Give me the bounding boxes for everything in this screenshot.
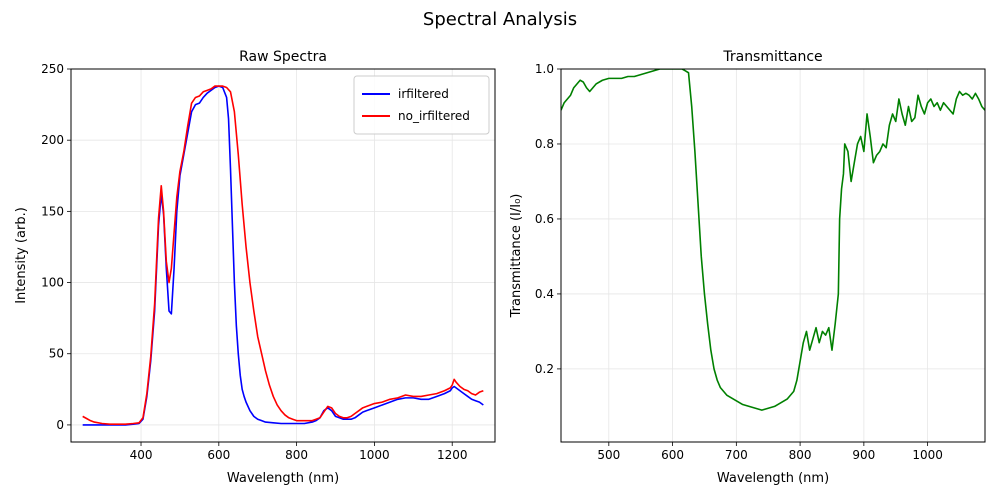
x-tick-label: 600 [661, 448, 684, 462]
series-line-series-1 [561, 69, 985, 411]
x-tick-label: 1200 [437, 448, 468, 462]
subplot-1: 400 600 800 1000 1200 0 50 100 150 200 250 Raw Spec… [14, 49, 496, 486]
x-tick-label: 800 [789, 448, 812, 462]
y-tick-label: 0.6 [535, 212, 554, 226]
x-tick-label: 900 [852, 448, 875, 462]
x-tick-label: 600 [207, 448, 230, 462]
y-tick-label: 150 [41, 204, 64, 218]
x-tick-label: 400 [130, 448, 153, 462]
x-tick-label: 1000 [912, 448, 943, 462]
y-tick-label: 0.4 [535, 287, 554, 301]
axes-frame [560, 68, 986, 443]
x-tick-label: 800 [285, 448, 308, 462]
y-tick-label: 0.8 [535, 137, 554, 151]
subplot-title: Raw Spectra [239, 49, 327, 65]
subplots: 400 600 800 1000 1200 0 50 100 150 200 250 Raw Spec… [14, 49, 986, 486]
y-tick-label: 0 [56, 418, 64, 432]
y-tick-label: 100 [41, 276, 64, 290]
y-tick-label: 0.2 [535, 362, 554, 376]
x-tick-label: 500 [597, 448, 620, 462]
axes-frame [70, 68, 496, 443]
y-tick-label: 200 [41, 133, 64, 147]
y-tick-label: 1.0 [535, 62, 554, 76]
x-tick-label: 1000 [359, 448, 390, 462]
plot-area [82, 85, 484, 426]
y-tick-label: 50 [49, 347, 64, 361]
y-tick-label: 250 [41, 62, 64, 76]
x-tick-label: 700 [725, 448, 748, 462]
legend: irfiltered no_irfiltered [353, 75, 490, 135]
subplot-title: Transmittance [722, 49, 822, 65]
plot-area [561, 69, 985, 411]
y-axis-label: Intensity (arb.) [14, 207, 29, 304]
legend-box [353, 75, 490, 135]
legend-label: no_irfiltered [398, 109, 470, 123]
series-line-no_irfiltered [82, 85, 484, 426]
legend-label: irfiltered [398, 87, 449, 101]
y-axis-label: Transmittance (I/I₀) [509, 194, 524, 319]
subplot-2: 500 600 700 800 900 1000 0.2 0.4 0.6 0.8 1.0 Transm… [509, 49, 986, 486]
figure-title: Spectral Analysis [423, 9, 577, 30]
x-axis-label: Wavelength (nm) [227, 471, 339, 486]
x-axis-label: Wavelength (nm) [717, 471, 829, 486]
